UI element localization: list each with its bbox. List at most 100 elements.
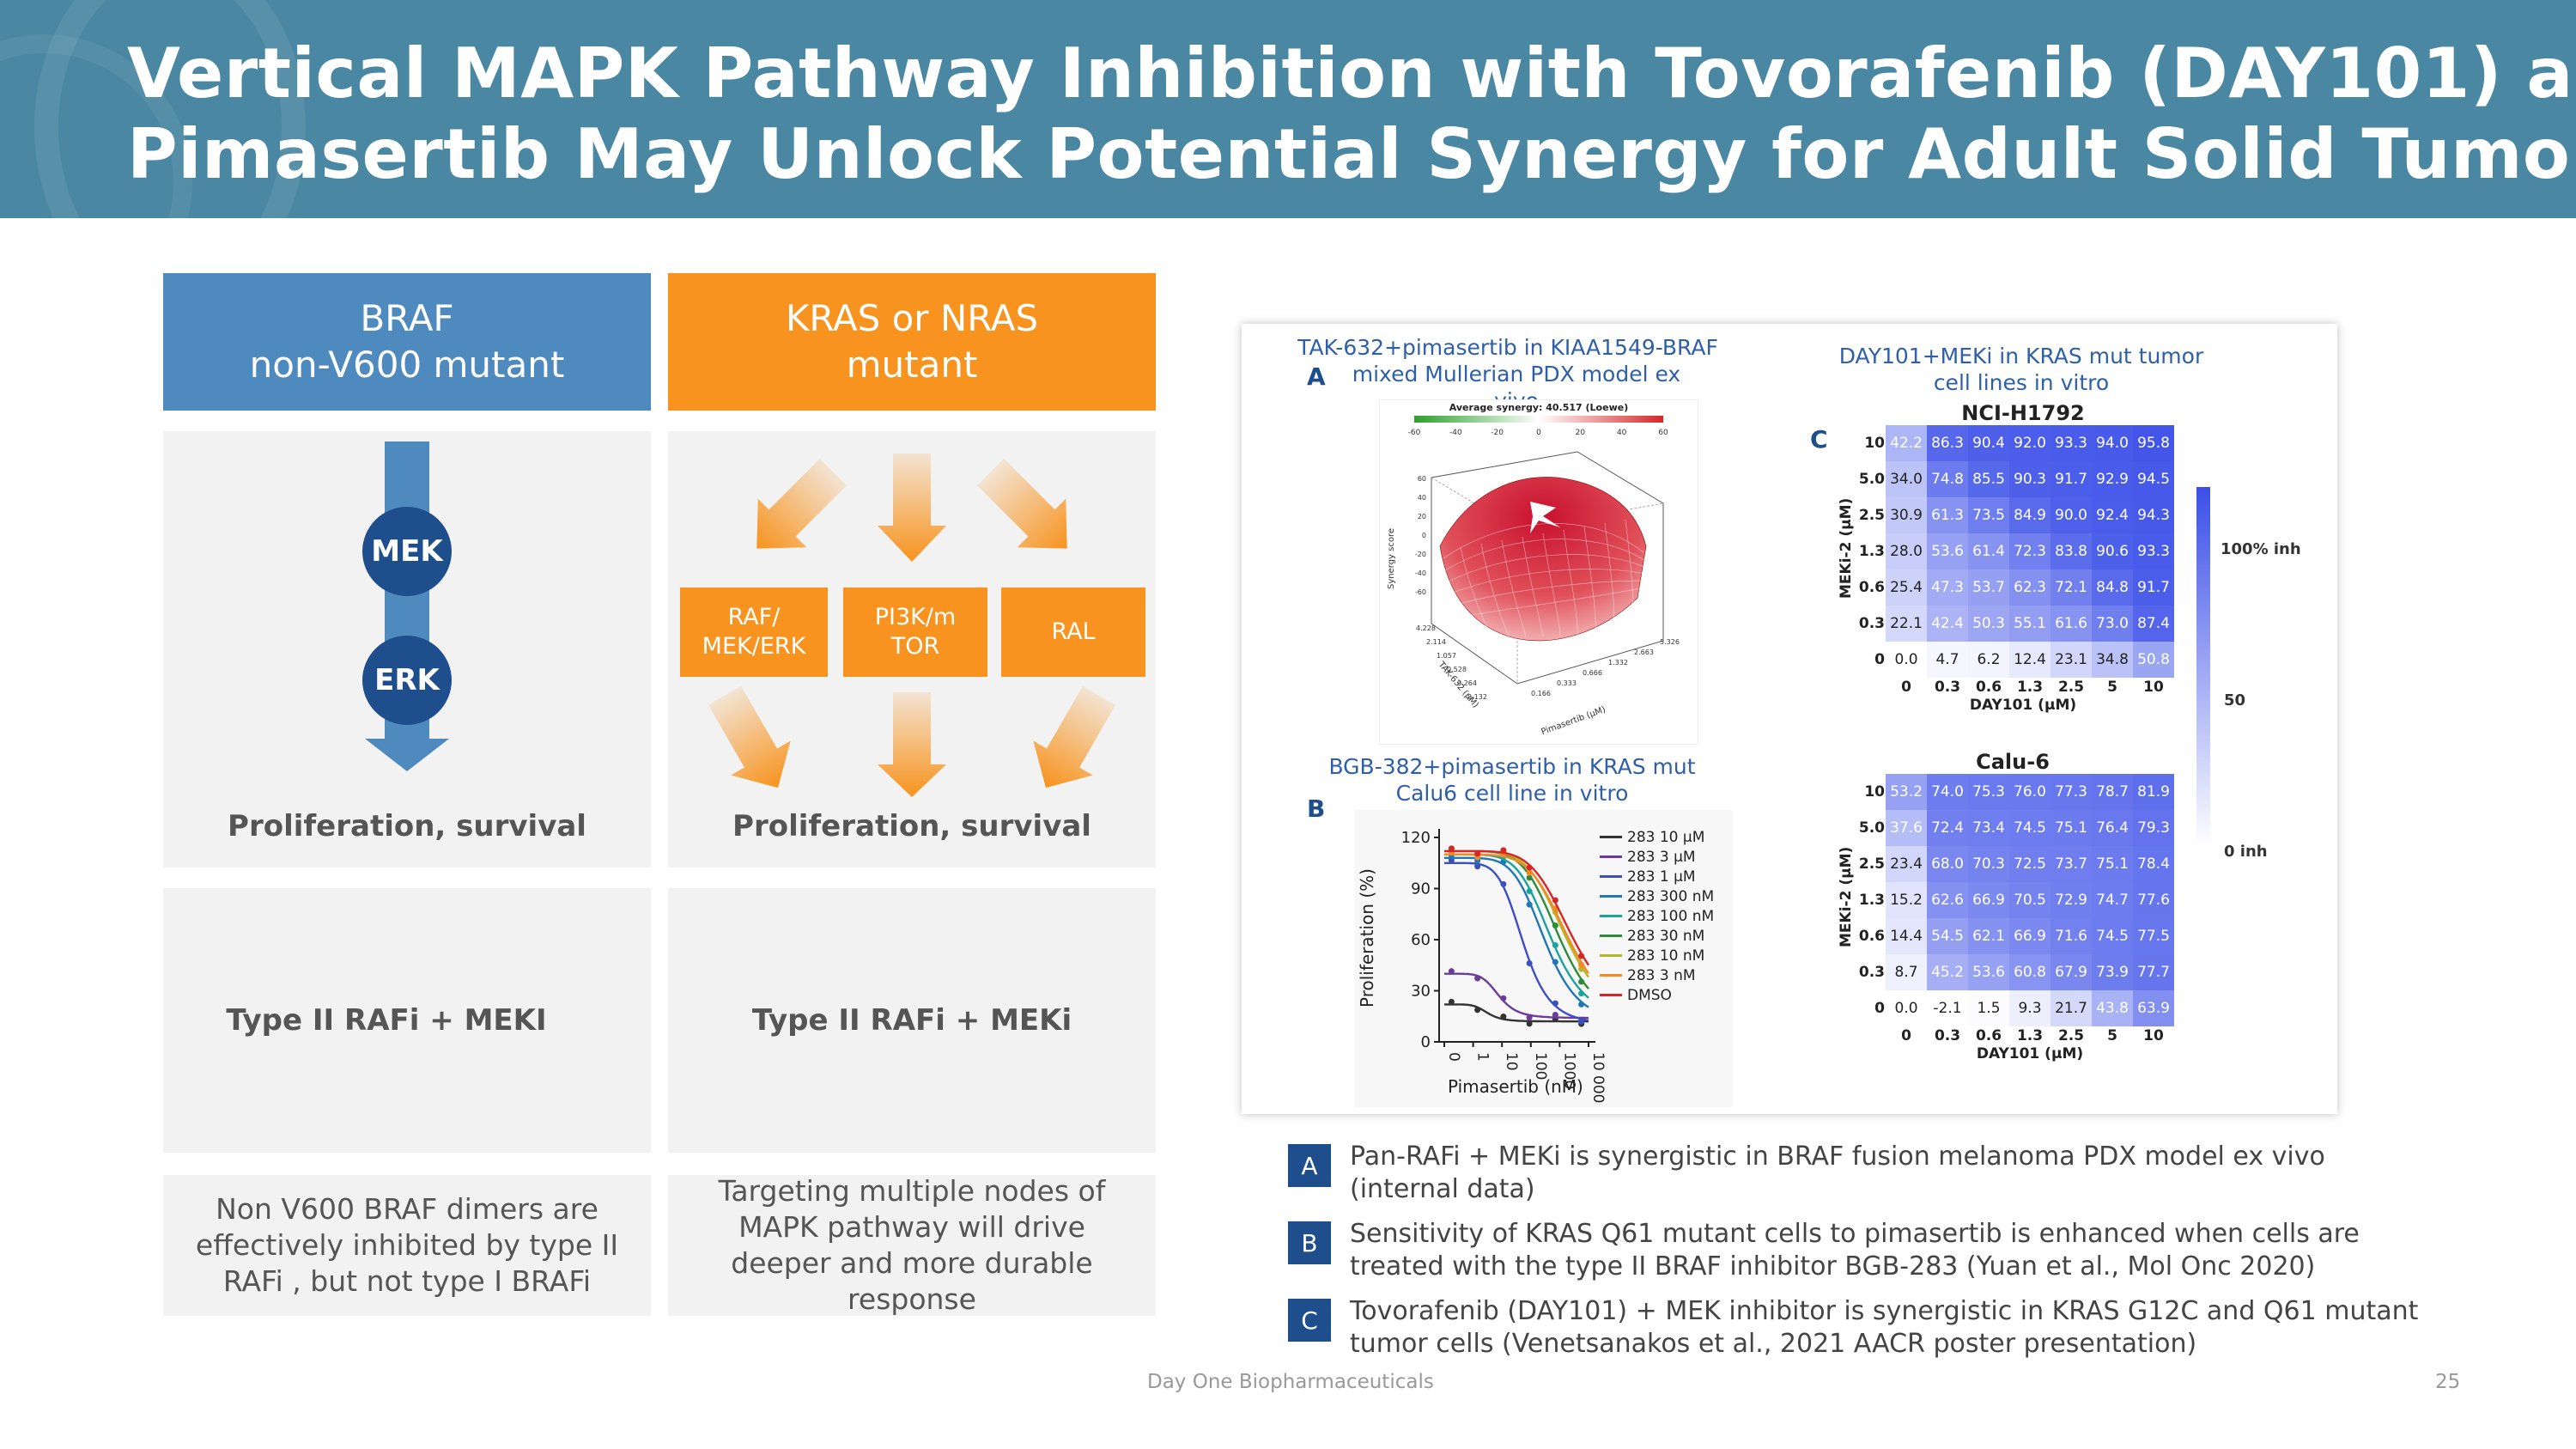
heatmap-cell: 53.2 xyxy=(1886,774,1927,810)
heatmap-cell: 72.3 xyxy=(2009,533,2050,569)
heatmap-row-label: 0.6 xyxy=(1858,928,1885,945)
heatmap-cell: 30.9 xyxy=(1886,497,1927,533)
heatmap-cell: 77.3 xyxy=(2050,774,2092,810)
heatmap-cell: 73.0 xyxy=(2092,606,2133,642)
heatmap-cell: 90.6 xyxy=(2092,533,2133,569)
kras-description-text: Targeting multiple nodes of MAPK pathway… xyxy=(718,1174,1106,1316)
a-x-tick: 0.333 xyxy=(1557,679,1577,687)
heatmap-row-label: 0.6 xyxy=(1858,579,1885,596)
heatmap-row: 0 0.0 4.7 6.2 12.4 23.1 34.8 50.8 xyxy=(1853,642,2174,678)
dose-point xyxy=(1448,968,1455,975)
figure-legend: A Pan-RAFi + MEKi is synergistic in BRAF … xyxy=(1288,1141,2418,1373)
a-z-label: Synergy score xyxy=(1387,527,1396,589)
heatmap-col-label: 0.3 xyxy=(1934,679,1961,696)
b-legend-label: 283 30 nM xyxy=(1627,927,1705,945)
slide-title-line-1: Vertical MAPK Pathway Inhibition with To… xyxy=(127,33,2576,113)
heatmap-cell: 86.3 xyxy=(1927,425,1968,461)
heatmap-row-label: 10 xyxy=(1864,783,1885,801)
dose-point xyxy=(1526,869,1533,876)
inhibition-color-scale xyxy=(2196,487,2210,848)
heatmap-cell: 0.0 xyxy=(1886,642,1927,678)
heatmap-cell: 61.3 xyxy=(1927,497,1968,533)
heatmap-row-label: 10 xyxy=(1864,435,1885,452)
raf-box-line-2: MEK/ERK xyxy=(702,633,806,660)
b-legend-entry: 283 30 nM xyxy=(1600,926,1714,946)
heatmap-col-label: 0.6 xyxy=(1975,679,2002,696)
heatmap-cell: 54.5 xyxy=(1927,918,1968,954)
heatmap-cell: 74.5 xyxy=(2009,810,2050,846)
legend-swatch-icon xyxy=(1600,974,1622,977)
a-x-tick: 0.166 xyxy=(1531,690,1551,697)
dose-point xyxy=(1474,863,1481,870)
b-legend: 283 10 μM 283 3 μM 283 1 μM 283 300 nM 283 1… xyxy=(1600,827,1714,1005)
a-y-tick: 0.528 xyxy=(1447,666,1467,673)
synergy-scale-tick: 40 xyxy=(1617,429,1627,437)
surface-grid-line xyxy=(1480,543,1510,637)
synergy-surface-plot: Average synergy: 40.517 (Loewe) -60 -40 -2… xyxy=(1379,399,1698,745)
synergy-color-scale xyxy=(1414,416,1663,423)
heatmap-row: 0.6 14.4 54.5 62.1 66.9 71.6 74.5 77.5 xyxy=(1853,918,2174,954)
calu-x-label: DAY101 (μM) xyxy=(1976,1045,2084,1062)
footer-company: Day One Biopharmaceuticals xyxy=(1147,1371,1434,1393)
heatmap-row: 1.3 15.2 62.6 66.9 70.5 72.9 74.7 77.6 xyxy=(1853,882,2174,918)
braf-therapy-label: Type II RAFi + MEKI xyxy=(226,1003,547,1038)
title-banner: Vertical MAPK Pathway Inhibition with To… xyxy=(0,0,2576,218)
a-z-tick: 60 xyxy=(1418,475,1426,483)
synergy-surface xyxy=(1439,477,1647,642)
heatmap-row-label: 5.0 xyxy=(1858,471,1885,488)
b-legend-entry: 283 10 μM xyxy=(1600,827,1714,847)
heatmap-row: 2.5 23.4 68.0 70.3 72.5 73.7 75.1 78.4 xyxy=(1853,846,2174,882)
dose-point xyxy=(1552,897,1558,904)
heatmap-cell: 66.9 xyxy=(2009,918,2050,954)
heatmap-cell: 55.1 xyxy=(2009,606,2050,642)
heatmap-corner xyxy=(1853,678,1886,697)
heatmap-row-label: 1.3 xyxy=(1858,543,1885,560)
heatmap-cell: 94.3 xyxy=(2133,497,2174,533)
heatmap-cell: 77.7 xyxy=(2133,954,2174,990)
a-z-tick: 0 xyxy=(1422,532,1426,539)
dose-point xyxy=(1500,1014,1507,1020)
kras-pathway-panel: RAF/ MEK/ERK PI3K/m TOR RAL Proliferatio… xyxy=(668,431,1156,868)
data-figure: TAK-632+pimasertib in KIAA1549-BRAF A mi… xyxy=(1242,324,2337,1114)
heatmap-cell: 6.2 xyxy=(1968,642,2009,678)
kras-header-line-2: mutant xyxy=(846,344,978,386)
b-y-label: Proliferation (%) xyxy=(1357,868,1377,1008)
legend-badge: A xyxy=(1288,1144,1331,1187)
legend-line-1: Tovorafenib (DAY101) + MEK inhibitor is … xyxy=(1350,1296,2419,1326)
heatmap-cell: 76.4 xyxy=(2092,810,2133,846)
kras-description: Targeting multiple nodes of MAPK pathway… xyxy=(668,1174,1156,1316)
legend-swatch-icon xyxy=(1600,855,1622,858)
pi3k-box-line-2: TOR xyxy=(890,633,940,660)
heatmap-cell: 42.4 xyxy=(1927,606,1968,642)
heatmap-cell: 91.7 xyxy=(2050,461,2092,497)
heatmap-cell: 77.5 xyxy=(2133,918,2174,954)
legend-swatch-icon xyxy=(1600,836,1622,838)
b-legend-entry: 283 100 nM xyxy=(1600,906,1714,926)
heatmap-cell: 14.4 xyxy=(1886,918,1927,954)
dose-point xyxy=(1526,901,1533,908)
legend-swatch-icon xyxy=(1600,935,1622,937)
dose-point xyxy=(1500,847,1507,854)
heatmap-cell: 92.9 xyxy=(2092,461,2133,497)
heatmap-cell: 74.7 xyxy=(2092,882,2133,918)
heatmap-cell: 8.7 xyxy=(1886,954,1927,990)
heatmap-cell: -2.1 xyxy=(1927,990,1968,1026)
heatmap-cell: 22.1 xyxy=(1886,606,1927,642)
heatmap-row-label: 5.0 xyxy=(1858,819,1885,837)
panel-c-caption-2: cell lines in vitro xyxy=(1933,370,2110,395)
b-x-tick-label: 0 xyxy=(1445,1052,1462,1062)
dose-point xyxy=(1578,978,1585,985)
panel-b-letter: B xyxy=(1307,795,1326,823)
heatmap-cell: 90.0 xyxy=(2050,497,2092,533)
heatmap-cell: 85.5 xyxy=(1968,461,2009,497)
calu-y-label: MEKi-2 (μM) xyxy=(1838,846,1855,947)
b-y-tick-label: 60 xyxy=(1411,931,1431,949)
synergy-scale-tick: 20 xyxy=(1576,429,1586,437)
legend-badge: C xyxy=(1288,1299,1331,1342)
heatmap-cell: 91.7 xyxy=(2133,569,2174,606)
dose-curve xyxy=(1444,861,1589,1022)
heatmap-cell: 23.4 xyxy=(1886,846,1927,882)
calu-heatmap-table: 10 53.2 74.0 75.3 76.0 77.3 78.7 81.9 5.0 37.6 72.… xyxy=(1853,774,2174,1045)
heatmap-cell: 78.4 xyxy=(2133,846,2174,882)
braf-outcome-label: Proliferation, survival xyxy=(228,809,586,843)
